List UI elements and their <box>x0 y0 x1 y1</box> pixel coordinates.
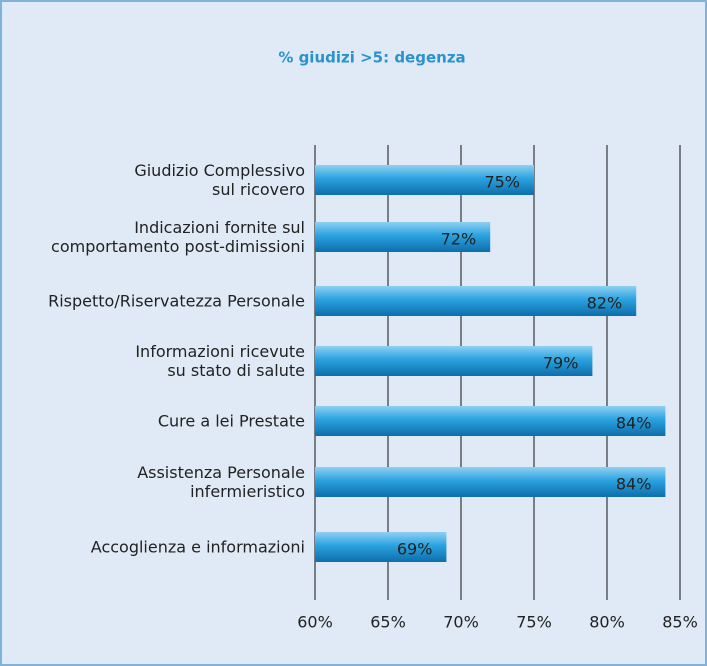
x-tick-label: 85% <box>662 613 698 632</box>
value-label: 79% <box>543 354 579 373</box>
x-tick-label: 60% <box>297 613 333 632</box>
x-tick-label: 80% <box>589 613 625 632</box>
value-label: 84% <box>616 414 652 433</box>
value-label: 82% <box>587 294 623 313</box>
bar <box>315 222 491 252</box>
x-tick-label: 65% <box>370 613 406 632</box>
y-tick-label: Giudizio Complessivo sul ricovero <box>134 161 305 199</box>
y-tick-label: Rispetto/Riservatezza Personale <box>48 291 305 311</box>
x-tick-label: 70% <box>443 613 479 632</box>
bar <box>315 346 593 376</box>
value-label: 69% <box>397 540 433 559</box>
y-tick-label: Assistenza Personale infermieristico <box>137 463 305 501</box>
bar <box>315 532 447 562</box>
value-label: 84% <box>616 475 652 494</box>
y-tick-label: Cure a lei Prestate <box>157 411 305 431</box>
value-label: 75% <box>484 173 520 192</box>
y-tick-label: Informazioni ricevute su stato di salute <box>135 342 305 380</box>
x-tick-label: 75% <box>516 613 552 632</box>
y-tick-label: Indicazioni fornite sul comportamento po… <box>51 218 305 256</box>
value-label: 72% <box>441 230 477 249</box>
bar <box>315 406 666 436</box>
bar <box>315 286 637 316</box>
bar <box>315 165 534 195</box>
y-tick-label: Accoglienza e informazioni <box>90 537 305 557</box>
chart-title: % giudizi >5: degenza <box>278 49 465 67</box>
bar <box>315 467 666 497</box>
